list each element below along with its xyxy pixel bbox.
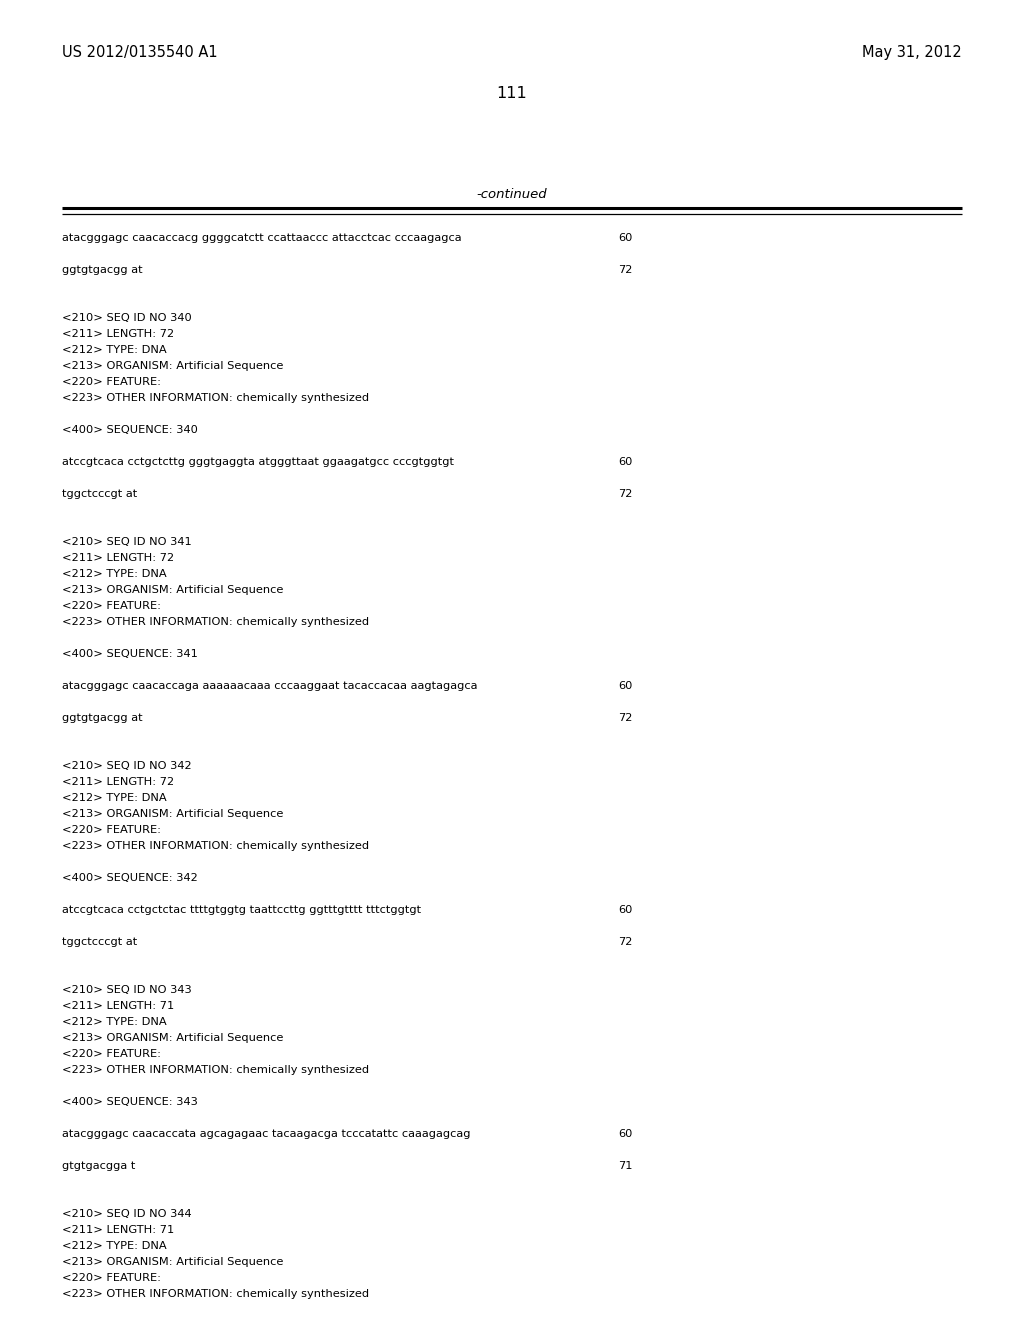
Text: 60: 60 xyxy=(618,234,633,243)
Text: <223> OTHER INFORMATION: chemically synthesized: <223> OTHER INFORMATION: chemically synt… xyxy=(62,616,369,627)
Text: <210> SEQ ID NO 342: <210> SEQ ID NO 342 xyxy=(62,762,191,771)
Text: <211> LENGTH: 71: <211> LENGTH: 71 xyxy=(62,1001,174,1011)
Text: atccgtcaca cctgctcttg gggtgaggta atgggttaat ggaagatgcc cccgtggtgt: atccgtcaca cctgctcttg gggtgaggta atgggtt… xyxy=(62,457,454,467)
Text: <211> LENGTH: 72: <211> LENGTH: 72 xyxy=(62,777,174,787)
Text: 60: 60 xyxy=(618,1129,633,1139)
Text: 71: 71 xyxy=(618,1162,633,1171)
Text: tggctcccgt at: tggctcccgt at xyxy=(62,488,137,499)
Text: <220> FEATURE:: <220> FEATURE: xyxy=(62,1272,161,1283)
Text: -continued: -continued xyxy=(477,189,547,202)
Text: 72: 72 xyxy=(618,713,633,723)
Text: <213> ORGANISM: Artificial Sequence: <213> ORGANISM: Artificial Sequence xyxy=(62,585,284,595)
Text: <213> ORGANISM: Artificial Sequence: <213> ORGANISM: Artificial Sequence xyxy=(62,360,284,371)
Text: ggtgtgacgg at: ggtgtgacgg at xyxy=(62,713,142,723)
Text: <212> TYPE: DNA: <212> TYPE: DNA xyxy=(62,1241,167,1251)
Text: atacgggagc caacaccacg ggggcatctt ccattaaccc attacctcac cccaagagca: atacgggagc caacaccacg ggggcatctt ccattaa… xyxy=(62,234,462,243)
Text: <400> SEQUENCE: 340: <400> SEQUENCE: 340 xyxy=(62,425,198,436)
Text: <400> SEQUENCE: 341: <400> SEQUENCE: 341 xyxy=(62,649,198,659)
Text: atccgtcaca cctgctctac ttttgtggtg taattccttg ggtttgtttt tttctggtgt: atccgtcaca cctgctctac ttttgtggtg taattcc… xyxy=(62,906,421,915)
Text: US 2012/0135540 A1: US 2012/0135540 A1 xyxy=(62,45,218,59)
Text: ggtgtgacgg at: ggtgtgacgg at xyxy=(62,265,142,275)
Text: <211> LENGTH: 72: <211> LENGTH: 72 xyxy=(62,553,174,564)
Text: 72: 72 xyxy=(618,488,633,499)
Text: <213> ORGANISM: Artificial Sequence: <213> ORGANISM: Artificial Sequence xyxy=(62,1034,284,1043)
Text: May 31, 2012: May 31, 2012 xyxy=(862,45,962,59)
Text: <223> OTHER INFORMATION: chemically synthesized: <223> OTHER INFORMATION: chemically synt… xyxy=(62,841,369,851)
Text: <213> ORGANISM: Artificial Sequence: <213> ORGANISM: Artificial Sequence xyxy=(62,809,284,818)
Text: <210> SEQ ID NO 344: <210> SEQ ID NO 344 xyxy=(62,1209,191,1218)
Text: <212> TYPE: DNA: <212> TYPE: DNA xyxy=(62,569,167,579)
Text: <211> LENGTH: 72: <211> LENGTH: 72 xyxy=(62,329,174,339)
Text: <210> SEQ ID NO 343: <210> SEQ ID NO 343 xyxy=(62,985,191,995)
Text: <220> FEATURE:: <220> FEATURE: xyxy=(62,825,161,836)
Text: <210> SEQ ID NO 341: <210> SEQ ID NO 341 xyxy=(62,537,191,546)
Text: tggctcccgt at: tggctcccgt at xyxy=(62,937,137,946)
Text: <400> SEQUENCE: 343: <400> SEQUENCE: 343 xyxy=(62,1097,198,1107)
Text: 72: 72 xyxy=(618,265,633,275)
Text: <223> OTHER INFORMATION: chemically synthesized: <223> OTHER INFORMATION: chemically synt… xyxy=(62,1065,369,1074)
Text: <212> TYPE: DNA: <212> TYPE: DNA xyxy=(62,1016,167,1027)
Text: 60: 60 xyxy=(618,906,633,915)
Text: <220> FEATURE:: <220> FEATURE: xyxy=(62,378,161,387)
Text: atacgggagc caacaccaga aaaaaacaaa cccaaggaat tacaccacaa aagtagagca: atacgggagc caacaccaga aaaaaacaaa cccaagg… xyxy=(62,681,477,690)
Text: <213> ORGANISM: Artificial Sequence: <213> ORGANISM: Artificial Sequence xyxy=(62,1257,284,1267)
Text: atacgggagc caacaccata agcagagaac tacaagacga tcccatattc caaagagcag: atacgggagc caacaccata agcagagaac tacaaga… xyxy=(62,1129,470,1139)
Text: <220> FEATURE:: <220> FEATURE: xyxy=(62,1049,161,1059)
Text: 72: 72 xyxy=(618,937,633,946)
Text: 60: 60 xyxy=(618,457,633,467)
Text: <211> LENGTH: 71: <211> LENGTH: 71 xyxy=(62,1225,174,1236)
Text: <223> OTHER INFORMATION: chemically synthesized: <223> OTHER INFORMATION: chemically synt… xyxy=(62,1290,369,1299)
Text: <400> SEQUENCE: 342: <400> SEQUENCE: 342 xyxy=(62,873,198,883)
Text: <212> TYPE: DNA: <212> TYPE: DNA xyxy=(62,345,167,355)
Text: 60: 60 xyxy=(618,681,633,690)
Text: <223> OTHER INFORMATION: chemically synthesized: <223> OTHER INFORMATION: chemically synt… xyxy=(62,393,369,403)
Text: gtgtgacgga t: gtgtgacgga t xyxy=(62,1162,135,1171)
Text: <212> TYPE: DNA: <212> TYPE: DNA xyxy=(62,793,167,803)
Text: <220> FEATURE:: <220> FEATURE: xyxy=(62,601,161,611)
Text: <210> SEQ ID NO 340: <210> SEQ ID NO 340 xyxy=(62,313,191,323)
Text: 111: 111 xyxy=(497,86,527,100)
